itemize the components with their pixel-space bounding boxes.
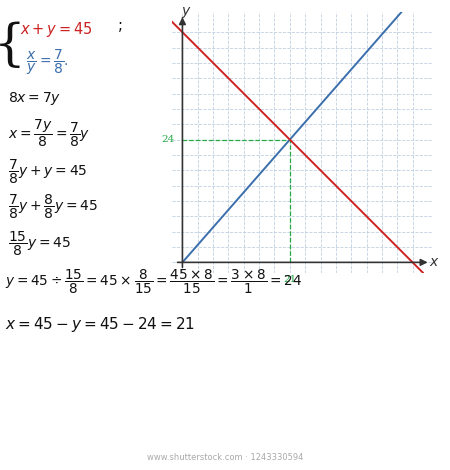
- Text: $\dfrac{15}{8}y = 45$: $\dfrac{15}{8}y = 45$: [8, 230, 71, 258]
- Text: $x = \dfrac{7y}{8} = \dfrac{7}{8}y$: $x = \dfrac{7y}{8} = \dfrac{7}{8}y$: [8, 118, 90, 149]
- Text: $8x = 7y$: $8x = 7y$: [8, 90, 61, 107]
- Text: {: {: [0, 21, 26, 70]
- Text: $y = 45 \div \dfrac{15}{8} = 45 \times \dfrac{8}{15} = \dfrac{45 \times 8}{15} =: $y = 45 \div \dfrac{15}{8} = 45 \times \…: [5, 268, 302, 296]
- Text: 24: 24: [162, 135, 175, 144]
- Text: $\dfrac{7}{8}y + \dfrac{8}{8}y = 45$: $\dfrac{7}{8}y + \dfrac{8}{8}y = 45$: [8, 193, 98, 221]
- Text: www.shutterstock.com · 1243330594: www.shutterstock.com · 1243330594: [147, 453, 303, 462]
- Text: $x = 45 - y = 45 - 24 = 21$: $x = 45 - y = 45 - 24 = 21$: [5, 315, 195, 334]
- Text: $\dfrac{7}{8}y + y = 45$: $\dfrac{7}{8}y + y = 45$: [8, 158, 87, 186]
- Text: $;$: $;$: [117, 20, 122, 34]
- Text: $\dfrac{x}{y} = \dfrac{7}{8}.$: $\dfrac{x}{y} = \dfrac{7}{8}.$: [26, 48, 69, 78]
- Text: $x$: $x$: [429, 255, 439, 269]
- Text: $y$: $y$: [181, 5, 192, 20]
- Text: $x + y = 45$: $x + y = 45$: [20, 20, 93, 39]
- Text: 21: 21: [283, 275, 297, 284]
